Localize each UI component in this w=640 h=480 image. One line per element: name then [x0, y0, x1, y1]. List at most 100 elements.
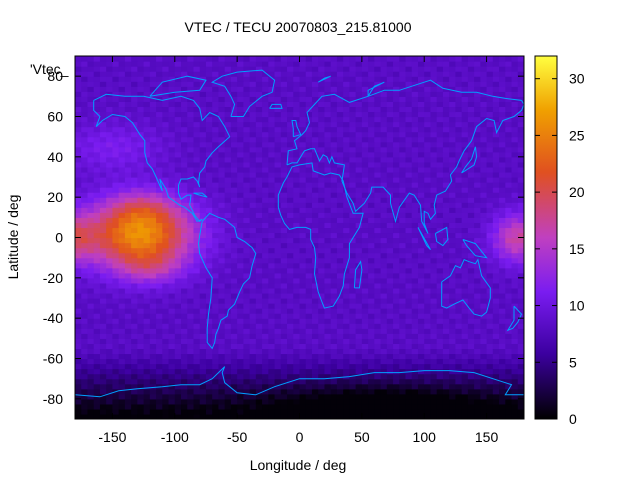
heatmap-cell [181, 333, 188, 339]
heatmap-cell [237, 338, 244, 344]
heatmap-cell [230, 131, 238, 138]
heatmap-cell [430, 272, 438, 279]
heatmap-cell [455, 202, 463, 208]
heatmap-cell [511, 136, 519, 143]
heatmap-cell [417, 257, 425, 264]
heatmap-cell [268, 348, 276, 355]
heatmap-cell [237, 111, 244, 118]
heatmap-cell [368, 363, 375, 370]
heatmap-cell [361, 91, 369, 97]
heatmap-cell [399, 187, 407, 193]
heatmap-cell [411, 398, 419, 405]
heatmap-cell [93, 76, 101, 82]
heatmap-cell [474, 338, 481, 344]
heatmap-cell [237, 363, 244, 370]
heatmap-cell [187, 318, 195, 324]
heatmap-cell [174, 212, 182, 218]
heatmap-cell [449, 141, 457, 148]
heatmap-cell [131, 298, 138, 304]
heatmap-cell [449, 202, 457, 208]
heatmap-cell [243, 76, 251, 82]
heatmap-cell [318, 323, 326, 329]
heatmap-cell [93, 197, 101, 203]
heatmap-cell [361, 247, 369, 254]
heatmap-cell [255, 237, 263, 244]
heatmap-cell [405, 338, 413, 344]
heatmap-cell [405, 141, 413, 148]
heatmap-cell [99, 348, 107, 355]
heatmap-cell [268, 252, 276, 259]
heatmap-cell [137, 91, 145, 97]
heatmap-cell [467, 348, 475, 355]
heatmap-cell [343, 136, 350, 143]
heatmap-cell [187, 171, 195, 178]
heatmap-cell [75, 156, 82, 163]
heatmap-cell [81, 308, 89, 314]
heatmap-cell [280, 348, 288, 355]
heatmap-cell [168, 232, 176, 239]
heatmap-cell [131, 136, 138, 143]
heatmap-cell [93, 161, 101, 168]
heatmap-cell [193, 187, 201, 193]
heatmap-cell [112, 197, 120, 203]
heatmap-cell [118, 106, 126, 113]
heatmap-cell [424, 247, 432, 254]
heatmap-cell [311, 318, 319, 324]
heatmap-cell [99, 126, 107, 133]
heatmap-cell [424, 338, 432, 344]
heatmap-cell [380, 96, 388, 102]
heatmap-cell [199, 403, 207, 410]
heatmap-cell [436, 363, 444, 370]
heatmap-cell [380, 287, 388, 294]
heatmap-cell [511, 156, 519, 163]
heatmap-cell [87, 292, 95, 299]
heatmap-cell [268, 217, 276, 223]
heatmap-cell [374, 247, 382, 254]
heatmap-cell [237, 106, 244, 113]
heatmap-cell [193, 282, 201, 289]
heatmap-cell [480, 292, 488, 299]
heatmap-cell [386, 232, 394, 239]
heatmap-cell [162, 403, 170, 410]
heatmap-cell [380, 313, 388, 319]
heatmap-cell [112, 358, 120, 365]
heatmap-cell [492, 252, 500, 259]
heatmap-cell [393, 192, 400, 198]
heatmap-cell [442, 151, 450, 158]
heatmap-cell [467, 252, 475, 259]
heatmap-cell [480, 383, 488, 390]
heatmap-cell [243, 267, 251, 274]
heatmap-cell [511, 348, 519, 355]
heatmap-cell [355, 182, 363, 188]
heatmap-cell [187, 303, 195, 309]
heatmap-cell [287, 373, 294, 380]
heatmap-cell [299, 227, 307, 234]
heatmap-cell [361, 146, 369, 153]
heatmap-cell [393, 323, 400, 329]
heatmap-cell [424, 318, 432, 324]
heatmap-cell [305, 333, 313, 339]
heatmap-cell [81, 368, 89, 375]
heatmap-cell [330, 292, 338, 299]
heatmap-cell [505, 237, 513, 244]
heatmap-cell [324, 282, 332, 289]
heatmap-cell [311, 207, 319, 213]
heatmap-cell [156, 126, 163, 133]
heatmap-cell [449, 383, 457, 390]
heatmap-cell [517, 76, 524, 82]
heatmap-cell [299, 197, 307, 203]
heatmap-cell [280, 413, 288, 419]
heatmap-cell [106, 91, 114, 97]
heatmap-cell [305, 272, 313, 279]
heatmap-cell [112, 308, 120, 314]
heatmap-cell [181, 303, 188, 309]
heatmap-cell [168, 116, 176, 123]
heatmap-cell [187, 313, 195, 319]
heatmap-cell [430, 81, 438, 87]
heatmap-cell [311, 202, 319, 208]
heatmap-cell [149, 398, 157, 405]
heatmap-cell [149, 272, 157, 279]
heatmap-cell [143, 227, 151, 234]
heatmap-cell [118, 171, 126, 178]
heatmap-cell [511, 166, 519, 173]
